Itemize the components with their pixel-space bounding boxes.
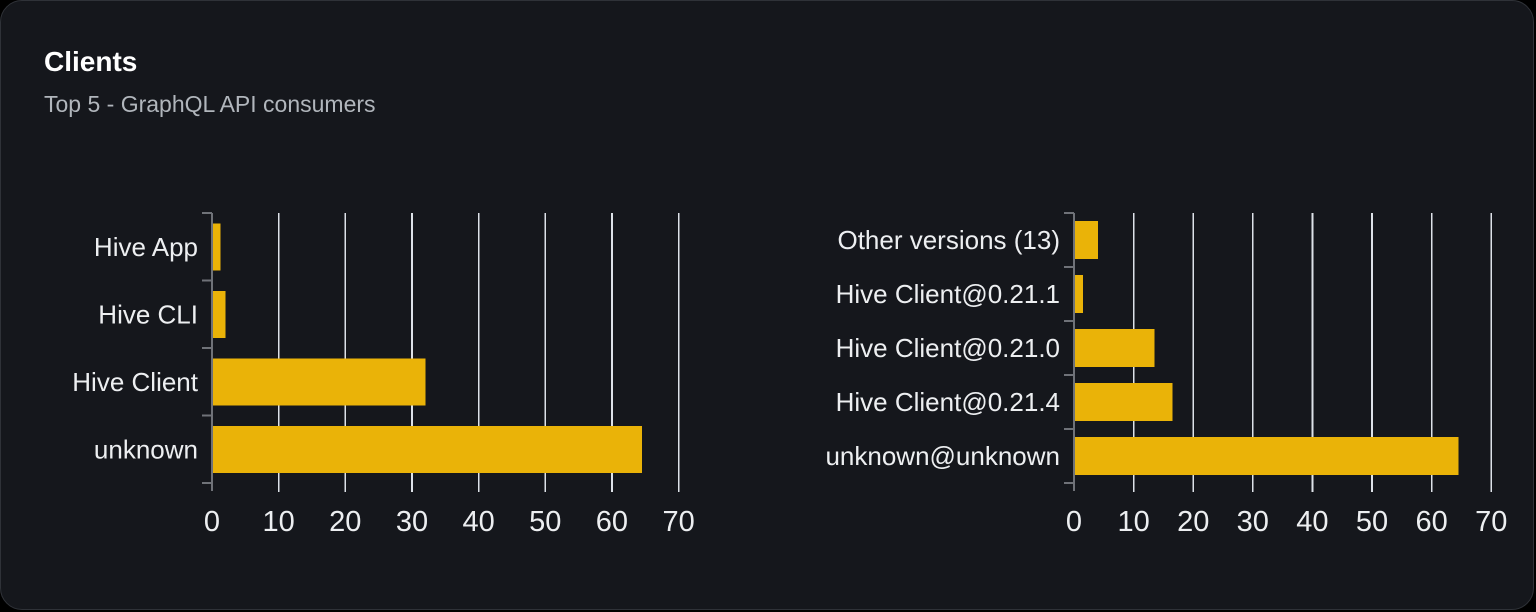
card-subtitle: Top 5 - GraphQL API consumers xyxy=(44,90,376,117)
x-tick-label-70: 70 xyxy=(1475,506,1507,538)
bar-unknown[interactable] xyxy=(213,425,642,473)
category-label-hive-cli: Hive CLI xyxy=(98,299,198,329)
bar-hive-client[interactable] xyxy=(213,358,426,406)
bar-hive-cli[interactable] xyxy=(213,290,226,338)
category-label-unknown: unknown xyxy=(94,434,198,464)
x-tick-label-60: 60 xyxy=(596,506,628,538)
x-tick-label-30: 30 xyxy=(1237,506,1269,538)
x-tick-label-0: 0 xyxy=(1066,506,1082,538)
category-label-other-versions-13: Other versions (13) xyxy=(837,225,1060,255)
category-label-hive-client-0-21-0: Hive Client@0.21.0 xyxy=(836,333,1060,363)
x-tick-label-10: 10 xyxy=(263,506,295,538)
category-label-hive-client: Hive Client xyxy=(72,367,198,397)
bar-hive-client-0-21-0[interactable] xyxy=(1075,329,1155,367)
bar-hive-client-0-21-1[interactable] xyxy=(1075,275,1083,313)
x-tick-label-0: 0 xyxy=(204,506,220,538)
category-label-hive-client-0-21-1: Hive Client@0.21.1 xyxy=(836,279,1060,309)
category-label-hive-app: Hive App xyxy=(94,232,198,262)
clients-by-name-chart: Hive App Hive CLI Hive Client unknown 0 10 20 3… xyxy=(72,212,695,538)
clients-by-version-chart: Other versions (13) Hive Client@0.21.1 Hiv… xyxy=(825,212,1507,538)
bar-hive-client-0-21-4[interactable] xyxy=(1075,383,1173,421)
x-tick-label-10: 10 xyxy=(1117,506,1149,538)
x-tick-label-60: 60 xyxy=(1415,506,1447,538)
bar-unknown-unknown[interactable] xyxy=(1075,437,1459,475)
card-header: Clients Top 5 - GraphQL API consumers xyxy=(44,46,376,117)
x-tick-label-40: 40 xyxy=(1296,506,1328,538)
x-tick-label-40: 40 xyxy=(462,506,494,538)
x-tick-label-30: 30 xyxy=(396,506,428,538)
card-title: Clients xyxy=(44,46,138,77)
x-tick-label-50: 50 xyxy=(1356,506,1388,538)
bar-hive-app[interactable] xyxy=(213,223,221,271)
x-tick-label-20: 20 xyxy=(1177,506,1209,538)
category-label-unknown-unknown: unknown@unknown xyxy=(825,441,1060,471)
x-tick-label-20: 20 xyxy=(329,506,361,538)
x-tick-label-70: 70 xyxy=(662,506,694,538)
x-tick-label-50: 50 xyxy=(529,506,561,538)
category-label-hive-client-0-21-4: Hive Client@0.21.4 xyxy=(836,387,1060,417)
bar-other-versions-13[interactable] xyxy=(1075,221,1098,259)
